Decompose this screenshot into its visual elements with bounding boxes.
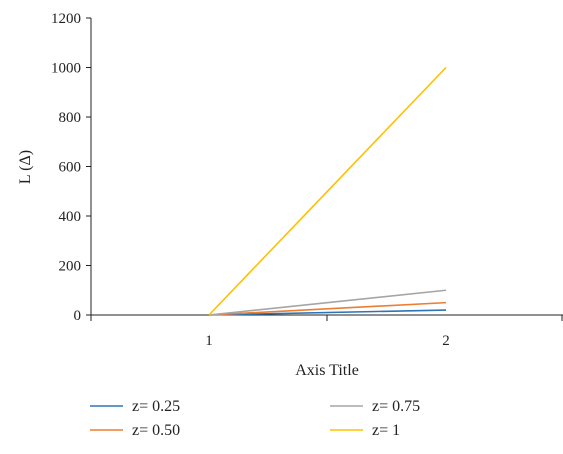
y-tick-label: 0 xyxy=(74,308,82,324)
y-tick-label: 800 xyxy=(59,110,82,126)
y-tick-label: 400 xyxy=(59,209,82,225)
x-tick-label: 2 xyxy=(442,333,450,349)
series-line-4 xyxy=(208,66,447,316)
legend-label: z= 0.25 xyxy=(132,398,180,415)
legend-label: z= 0.75 xyxy=(372,398,420,415)
y-tick-label: 1200 xyxy=(51,11,81,27)
y-tick-label: 1000 xyxy=(51,61,81,77)
legend-label: z= 0.50 xyxy=(132,422,180,439)
y-tick-label: 200 xyxy=(59,259,82,275)
legend-item: z= 1 xyxy=(330,422,400,439)
legend-item: z= 0.50 xyxy=(90,422,180,439)
x-tick-label: 1 xyxy=(205,333,213,349)
series-line-2 xyxy=(208,301,447,316)
legend: z= 0.25 z= 0.50 z= 0.75 z= 1 xyxy=(90,398,420,439)
y-axis-title: L (Δ) xyxy=(17,150,34,184)
y-tick-label: 600 xyxy=(59,160,82,176)
series-line-3 xyxy=(208,289,447,316)
y-axis-ticks: 0 200 400 600 800 1000 1200 xyxy=(51,11,91,324)
x-axis-title: Axis Title xyxy=(295,362,359,379)
legend-item: z= 0.25 xyxy=(90,398,180,415)
series-line-1 xyxy=(208,309,447,316)
legend-item: z= 0.75 xyxy=(330,398,420,415)
series-lines xyxy=(208,66,447,316)
legend-label: z= 1 xyxy=(372,422,400,439)
